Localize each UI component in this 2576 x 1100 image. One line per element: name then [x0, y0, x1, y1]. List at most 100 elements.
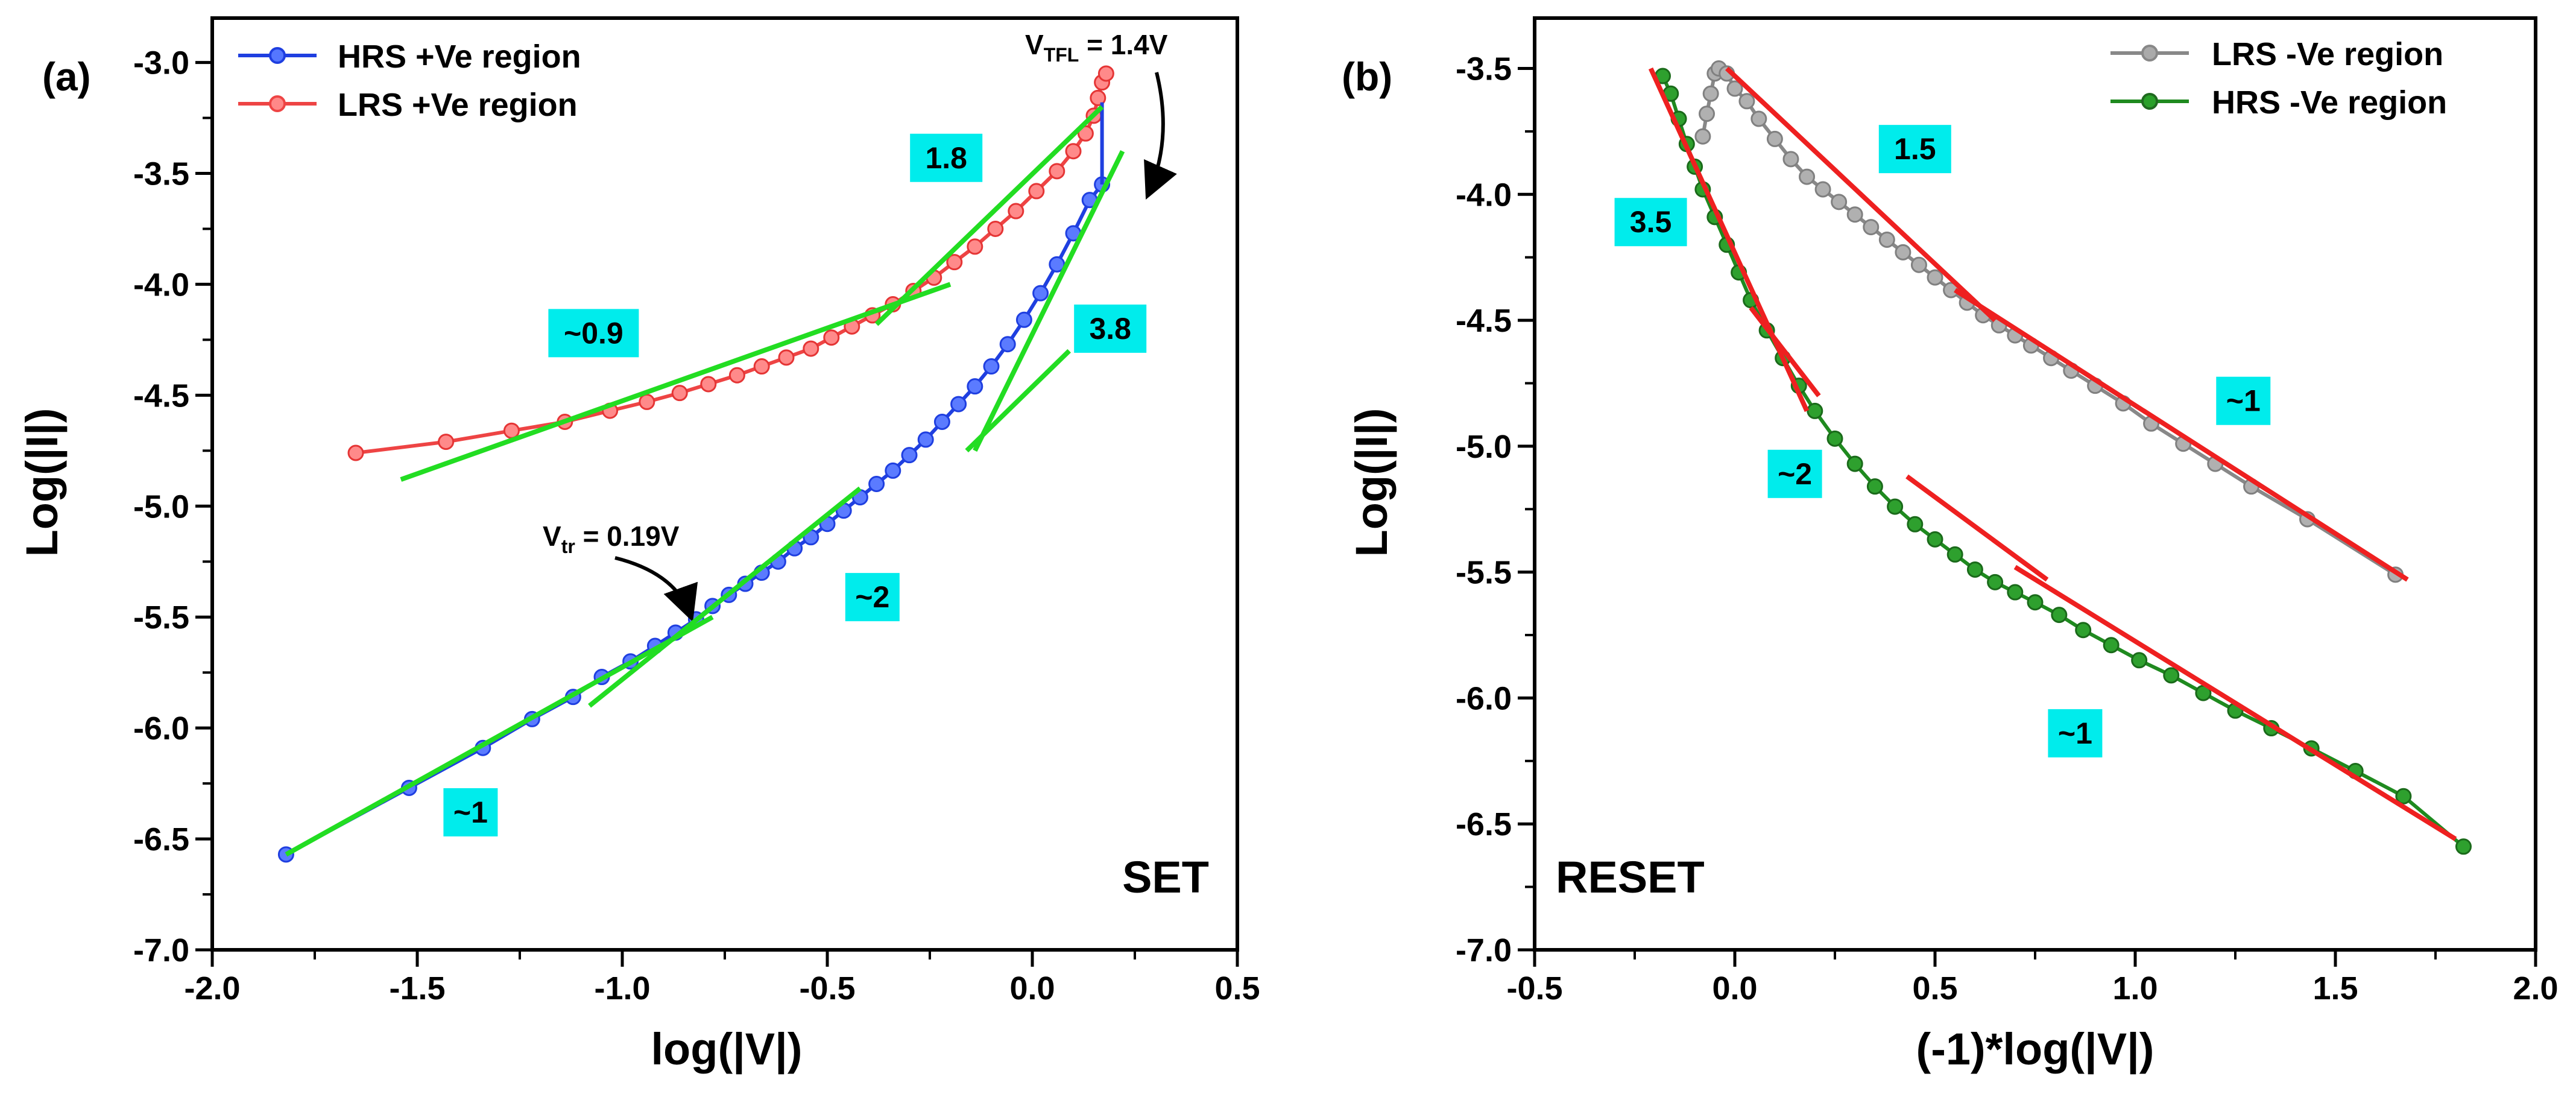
fit-lines [285, 105, 1125, 857]
slope-label: ~1 [2048, 709, 2103, 757]
data-point [803, 340, 819, 357]
slope-label-text: 1.5 [1894, 132, 1936, 166]
y-axis-title: Log(|I|) [1346, 408, 1397, 557]
data-point [700, 376, 717, 393]
slope-label-box [548, 309, 639, 358]
y-tick-label: -5.0 [133, 488, 189, 525]
y-tick-label: -6.5 [133, 821, 189, 858]
fit-line [965, 349, 1071, 453]
data-point [1807, 402, 1823, 419]
fit-line [2013, 564, 2457, 841]
x-tick-label: -1.5 [389, 970, 445, 1007]
y-tick-label: -6.0 [133, 710, 189, 747]
slope-label-box [1614, 198, 1687, 247]
slope-label-box [1767, 449, 1822, 498]
x-tick-label: -2.0 [184, 970, 240, 1007]
data-point [1766, 130, 1783, 147]
data-point [2075, 622, 2092, 639]
fit-line [973, 150, 1125, 452]
y-tick-label: -7.0 [1456, 932, 1512, 969]
vtr-rest: = 0.19V [575, 520, 680, 552]
data-point [1927, 531, 1943, 548]
x-tick-label: -0.5 [799, 970, 855, 1007]
data-point [1846, 455, 1863, 472]
slope-labels: 1.5 3.5 ~1 ~2 ~1 [1614, 125, 2271, 757]
slope-label-box [845, 573, 900, 622]
slope-label-text: ~2 [1778, 457, 1812, 491]
data-point [2051, 607, 2068, 624]
series-line [355, 72, 1108, 455]
vtr-sub: tr [561, 536, 575, 557]
svg-text:Vtr = 0.19V: Vtr = 0.19V [543, 520, 680, 557]
x-tick-labels: -0.5 0.0 0.5 1.0 1.5 2.0 [1506, 970, 2558, 1007]
panel-label: (a) [42, 54, 91, 99]
data-point [950, 396, 967, 413]
fit-line [588, 486, 862, 708]
legend-label-hrs: HRS -Ve region [2212, 84, 2447, 121]
data-point [1863, 219, 1880, 236]
data-point [868, 476, 885, 492]
y-tick-label: -4.0 [1456, 177, 1512, 213]
legend-marker-lrs [269, 95, 286, 112]
data-point [1987, 574, 2004, 590]
data-point [967, 238, 983, 255]
slope-label-text: ~1 [2226, 384, 2261, 418]
y-tick-label: -5.0 [1456, 429, 1512, 465]
data-point [438, 434, 455, 450]
data-point [1887, 498, 1904, 515]
data-series [1654, 60, 2472, 855]
data-point [753, 358, 770, 375]
corner-label-reset: RESET [1556, 852, 1705, 902]
data-point [1927, 269, 1943, 286]
panel-b-reset: -0.5 0.0 0.5 1.0 1.5 2.0 -7.0 -6.5 -6.0 -5.5 -5.0… [1342, 16, 2559, 1075]
data-point [946, 254, 963, 271]
x-tick-label: 0.5 [1912, 970, 1957, 1007]
data-point [1878, 231, 1895, 248]
data-point [823, 329, 840, 346]
slope-label-box [910, 133, 983, 182]
data-point [901, 447, 918, 464]
data-point [1028, 183, 1045, 200]
slope-label-box [2216, 376, 2271, 425]
fit-line [1749, 306, 1821, 397]
vtfl-base: V [1025, 29, 1044, 60]
data-series [277, 65, 1114, 863]
annotation-vtr: Vtr = 0.19V [543, 520, 698, 622]
fit-line [400, 282, 952, 482]
y-tick-label: -7.0 [133, 932, 189, 969]
x-tick-label: -0.5 [1506, 970, 1562, 1007]
vtr-arrow [614, 556, 698, 622]
legend: HRS +Ve region LRS +Ve region [238, 39, 581, 123]
data-point [1065, 143, 1082, 160]
x-tick-label: 0.0 [1712, 970, 1757, 1007]
data-point [1831, 194, 1848, 210]
data-point [1032, 285, 1049, 302]
fit-line [1648, 67, 1810, 413]
legend-marker-lrs [2141, 45, 2158, 62]
x-tick-label: 1.0 [2112, 970, 2158, 1007]
data-point [1750, 110, 1767, 127]
data-point [885, 462, 901, 479]
data-point [1866, 478, 1883, 495]
data-point [1699, 106, 1716, 122]
slope-label-box [1074, 305, 1147, 353]
y-tick-label: -5.5 [133, 599, 189, 636]
x-tick-labels: -2.0 -1.5 -1.0 -0.5 0.0 0.5 [184, 970, 1260, 1007]
data-point [671, 385, 688, 402]
slope-label-text: 3.5 [1630, 205, 1672, 239]
fit-line [1725, 66, 1997, 322]
data-point [2007, 584, 2024, 601]
slope-labels: ~1 ~2 3.8 ~0.9 1.8 [443, 133, 1147, 836]
slope-label-text: ~1 [453, 795, 488, 829]
axis-ticks [195, 61, 1239, 967]
panel-label: (b) [1342, 54, 1392, 99]
x-tick-label: 1.5 [2312, 970, 2358, 1007]
y-tick-label: -3.5 [1456, 51, 1512, 87]
vtfl-sub: TFL [1044, 44, 1079, 66]
data-point [1946, 546, 1963, 563]
slope-label-text: 1.8 [925, 141, 967, 175]
slope-label-box [2048, 709, 2103, 757]
x-tick-label: 2.0 [2513, 970, 2558, 1007]
data-point [2131, 652, 2148, 669]
